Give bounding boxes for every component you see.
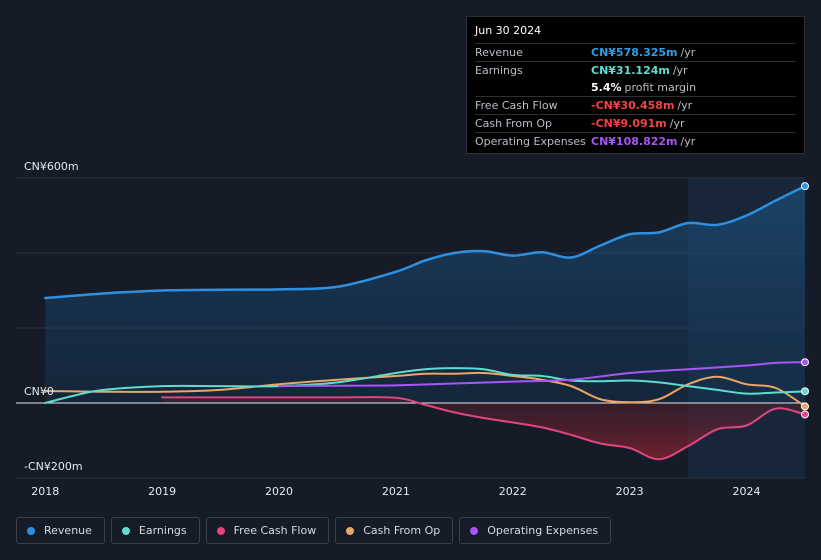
tooltip-value: CN¥31.124m [591, 64, 670, 77]
tooltip-row-revenue: Revenue CN¥578.325m /yr [475, 43, 796, 61]
legend-label: Cash From Op [363, 524, 441, 537]
y-tick-label: -CN¥200m [24, 460, 83, 473]
tooltip-label: Operating Expenses [475, 135, 586, 148]
tooltip-label: Earnings [475, 64, 523, 77]
tooltip-unit: /yr [669, 117, 685, 130]
earnings-end-marker [801, 387, 809, 396]
y-tick-label: CN¥0 [24, 385, 54, 398]
x-tick-label: 2019 [148, 485, 176, 498]
revenue-end-marker [801, 182, 809, 191]
x-tick-label: 2021 [382, 485, 410, 498]
fcf-area [162, 397, 806, 460]
tooltip-row-cfo: Cash From Op -CN¥9.091m /yr [475, 114, 796, 132]
earnings-line [44, 367, 806, 404]
tooltip-row-fcf: Free Cash Flow -CN¥30.458m /yr [475, 96, 796, 114]
tooltip-unit: /yr [672, 64, 688, 77]
tooltip-value: -CN¥30.458m [591, 99, 675, 112]
legend-dot-icon [27, 526, 35, 535]
tooltip-date: Jun 30 2024 [475, 24, 542, 37]
legend-item-revenue[interactable]: Revenue [16, 517, 105, 544]
opex-end-marker [801, 358, 809, 367]
fcf-line [161, 396, 806, 461]
tooltip-value: CN¥108.822m [591, 135, 678, 148]
legend-label: Revenue [44, 524, 92, 537]
legend-dot-icon [216, 526, 225, 535]
tooltip-value: 5.4% [591, 81, 622, 94]
y-tick-label: CN¥600m [24, 160, 79, 173]
tooltip-row-margin: 5.4% profit margin [475, 79, 796, 96]
legend: Revenue Earnings Free Cash Flow Cash Fro… [16, 517, 612, 544]
legend-dot-icon [121, 526, 130, 535]
tooltip-unit: /yr [680, 46, 696, 59]
cfo-end-marker [801, 402, 809, 411]
legend-dot-icon [470, 526, 479, 535]
tooltip-label: Cash From Op [475, 117, 553, 130]
tooltip-label: Revenue [475, 46, 523, 59]
opex-line [278, 361, 806, 388]
tooltip-unit: /yr [677, 99, 693, 112]
legend-label: Free Cash Flow [233, 524, 317, 537]
legend-item-operating-expenses[interactable]: Operating Expenses [459, 517, 612, 544]
tooltip-value: CN¥578.325m [591, 46, 678, 59]
revenue-line [43, 184, 807, 300]
legend-label: Earnings [138, 524, 187, 537]
x-tick-label: 2024 [733, 485, 761, 498]
legend-item-earnings[interactable]: Earnings [110, 517, 200, 544]
x-tick-label: 2023 [616, 485, 644, 498]
legend-item-free-cash-flow[interactable]: Free Cash Flow [205, 517, 330, 544]
legend-dot-icon [346, 526, 355, 535]
x-tick-label: 2018 [31, 485, 59, 498]
tooltip-row-earnings: Earnings CN¥31.124m /yr [475, 61, 796, 79]
tooltip-panel: Jun 30 2024 Revenue CN¥578.325m /yr Earn… [466, 16, 805, 154]
x-tick-label: 2020 [265, 485, 293, 498]
legend-item-cash-from-op[interactable]: Cash From Op [335, 517, 454, 544]
tooltip-row-opex: Operating Expenses CN¥108.822m /yr [475, 132, 796, 150]
tooltip-value: -CN¥9.091m [591, 117, 667, 130]
tooltip-label: Free Cash Flow [475, 99, 558, 112]
x-tick-label: 2022 [499, 485, 527, 498]
fcf-end-marker [801, 410, 809, 419]
cfo-line [44, 371, 806, 408]
tooltip-unit: /yr [680, 135, 696, 148]
legend-label: Operating Expenses [487, 524, 599, 537]
tooltip-unit: profit margin [624, 81, 697, 94]
